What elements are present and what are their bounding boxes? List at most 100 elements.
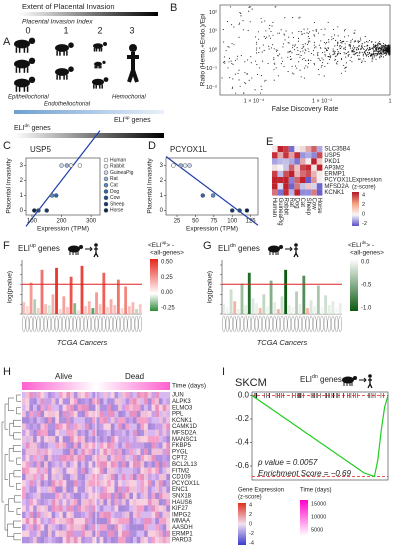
gene-dot	[239, 22, 241, 24]
heat-cell	[162, 505, 167, 512]
heat-cell	[129, 455, 134, 462]
heat-cell	[121, 410, 126, 418]
cancer-label	[254, 315, 259, 333]
gene-dot	[381, 44, 383, 46]
heat-cell	[151, 442, 156, 449]
heat-cell	[70, 461, 74, 468]
gene-dot	[310, 52, 312, 54]
gene-dot	[341, 42, 343, 44]
gene-dot	[340, 41, 342, 44]
gene-dot	[366, 55, 368, 57]
gene-dot	[277, 32, 279, 34]
heat-cell	[144, 473, 148, 481]
bar	[138, 304, 142, 314]
heat-cell	[110, 442, 115, 449]
heat-cell	[118, 461, 122, 468]
gene-dot	[266, 36, 268, 38]
heat-cell	[44, 511, 48, 519]
heat-cell	[29, 511, 34, 519]
heat-cell	[99, 511, 104, 519]
gene-dot	[362, 47, 364, 50]
gene-dot	[334, 50, 336, 52]
heat-cell	[140, 486, 145, 493]
heat-cell	[25, 480, 30, 487]
heat-cell	[73, 423, 78, 430]
heat-cell	[144, 511, 148, 519]
gene-dot	[261, 21, 263, 23]
species-point	[210, 193, 216, 198]
gene-dot	[287, 51, 289, 53]
heat-cell	[40, 392, 45, 399]
gene-dot	[359, 58, 361, 60]
heat-cell	[114, 442, 119, 449]
gene-dot	[367, 53, 369, 56]
cancer-label	[109, 315, 113, 333]
x-axis-label: Expression (TPM)	[37, 226, 89, 233]
heat-cell	[129, 473, 134, 481]
heat-cell	[96, 423, 100, 430]
heat-cell	[25, 518, 30, 525]
heat-cell	[140, 417, 145, 424]
gene-dot	[357, 55, 359, 57]
bar	[255, 303, 258, 314]
heat-cell	[47, 404, 52, 411]
gene-dot	[271, 25, 273, 27]
gene-dot	[247, 30, 249, 32]
heat-cell	[144, 392, 148, 399]
legend-swatch	[103, 182, 109, 188]
gene-dot	[298, 30, 300, 33]
heat-cell	[70, 436, 74, 443]
gene-dot	[225, 50, 227, 52]
cancer-label	[258, 315, 262, 333]
gene-dot	[255, 43, 257, 45]
heat-cell	[133, 499, 137, 506]
heat-cell	[277, 158, 284, 165]
gene-dot	[319, 60, 321, 62]
heat-cell	[36, 486, 41, 493]
species-point	[182, 163, 188, 168]
heat-cell	[62, 448, 67, 456]
gene-dot	[379, 43, 381, 45]
index-label: 1	[63, 25, 68, 35]
gene-dot	[320, 47, 322, 49]
heat-cell	[51, 436, 56, 443]
animal-head	[28, 76, 36, 84]
heat-cell	[162, 530, 167, 537]
heat-cell	[59, 511, 63, 519]
gene-dot	[233, 26, 235, 28]
legend-swatch	[103, 157, 109, 163]
legend-label: Rat	[110, 176, 118, 182]
heat-cell	[33, 417, 37, 424]
heat-cell	[81, 530, 85, 537]
heat-cell	[29, 442, 34, 449]
y-tick-label: 10²	[209, 10, 217, 16]
gene-dot	[307, 48, 309, 50]
heat-cell	[51, 486, 56, 493]
panel-letter: F	[3, 240, 10, 252]
heat-cell	[110, 398, 115, 405]
gene-dot	[341, 41, 343, 43]
heat-cell	[162, 442, 167, 449]
gene-dot	[235, 92, 237, 94]
heat-cell	[133, 524, 137, 531]
heat-cell	[110, 511, 115, 519]
gene-dot	[376, 46, 378, 49]
heat-cell	[22, 530, 26, 537]
heat-cell	[155, 423, 159, 430]
dendrogram	[13, 533, 21, 541]
gene-dot	[379, 50, 382, 52]
heat-cell	[25, 436, 30, 443]
gene-dot	[297, 49, 299, 52]
heat-cell	[140, 436, 145, 443]
heat-cell	[103, 518, 108, 525]
heat-cell	[114, 480, 119, 487]
gene-dot	[371, 60, 373, 62]
heat-cell	[107, 492, 111, 500]
cancer-label	[25, 315, 30, 333]
heat-cell	[283, 170, 289, 177]
colorbar-tick: -0.5	[361, 283, 372, 289]
cancer-label	[43, 315, 48, 333]
cow-icon	[342, 376, 354, 384]
gene-label: USP5	[324, 153, 340, 159]
heat-cell	[288, 183, 295, 190]
